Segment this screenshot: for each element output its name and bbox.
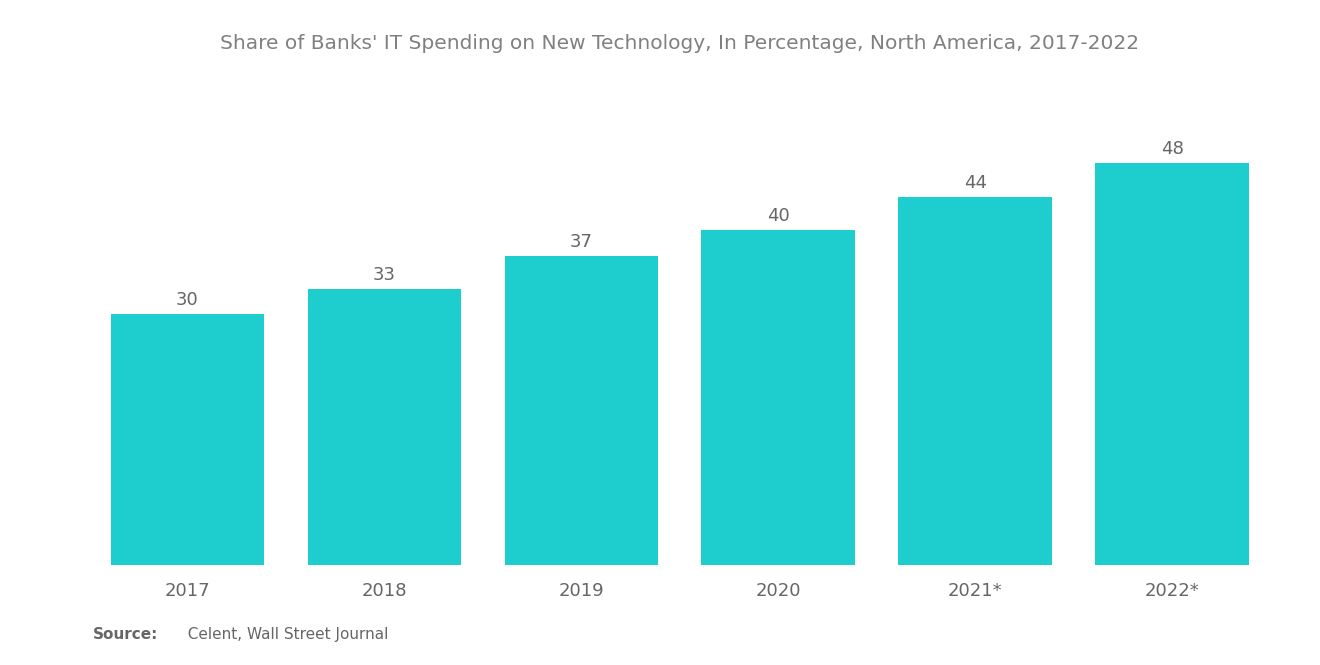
Text: 33: 33 <box>374 266 396 284</box>
Bar <box>504 255 659 565</box>
Text: Source:: Source: <box>92 626 158 642</box>
Text: 30: 30 <box>176 291 199 309</box>
Text: 48: 48 <box>1160 140 1184 158</box>
Text: 37: 37 <box>570 233 593 251</box>
Text: Celent, Wall Street Journal: Celent, Wall Street Journal <box>178 626 388 642</box>
Bar <box>701 231 855 565</box>
Title: Share of Banks' IT Spending on New Technology, In Percentage, North America, 201: Share of Banks' IT Spending on New Techn… <box>220 34 1139 53</box>
Bar <box>308 289 461 565</box>
Bar <box>1096 164 1249 565</box>
Text: 44: 44 <box>964 174 986 192</box>
Bar <box>899 197 1052 565</box>
Bar <box>111 314 264 565</box>
Text: 40: 40 <box>767 207 789 225</box>
